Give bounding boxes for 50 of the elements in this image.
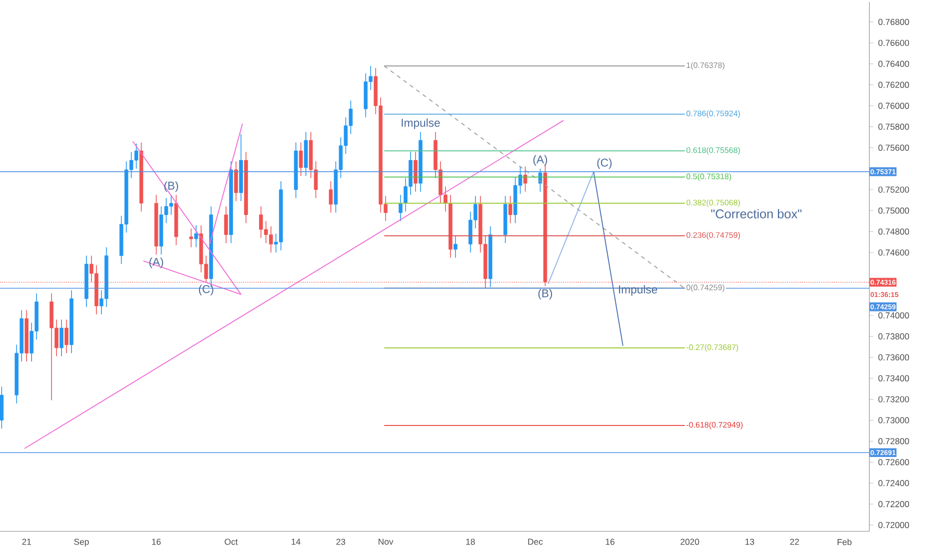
y-tick-label: 0.75200: [878, 186, 910, 193]
y-tick-label: 0.73400: [878, 375, 910, 382]
y-tick-label: 0.73600: [878, 354, 910, 360]
series-label: -0.27(0.73687): [686, 344, 738, 352]
x-tick-label: 16: [606, 538, 614, 545]
x-tick-label: 14: [292, 538, 300, 545]
x-tick-label: 21: [22, 538, 31, 545]
x-tick-label: 18: [466, 538, 475, 545]
y-tick-label: 0.74600: [878, 249, 910, 256]
y-tick-label: 0.73000: [878, 417, 910, 424]
x-tick-label: Nov: [378, 538, 394, 545]
x-tick-label: 16: [152, 538, 161, 545]
x-tick-label: Oct: [224, 538, 238, 545]
series-label: -0.618(0.72949): [686, 422, 743, 430]
x-tick-label: Dec: [528, 538, 543, 545]
annotation: (C): [597, 158, 612, 169]
y-tick-label: 0.76800: [878, 18, 910, 25]
y-tick-label: 0.72400: [878, 480, 910, 486]
y-tick-label: 0.73200: [878, 396, 910, 402]
y-tick-label: 0.74000: [878, 312, 910, 318]
series-label: 0.618(0.75568): [686, 147, 740, 155]
x-tick-label: 2020: [680, 538, 700, 545]
series-label: 0.5(0.75318): [686, 173, 732, 181]
annotation: (A): [533, 155, 548, 166]
y-tick-label: 0.72800: [878, 438, 910, 444]
y-tick-label: 0.76200: [878, 82, 910, 88]
series-label: 0.382(0.75068): [686, 200, 740, 207]
series-label: 0.236(0.74759): [686, 232, 740, 240]
x-tick-label: Feb: [838, 538, 852, 546]
x-tick-label: 22: [790, 538, 799, 545]
y-tick-label: 0.74800: [878, 228, 910, 235]
y-tick-label: 0.76600: [878, 40, 910, 46]
annotation: (B): [538, 288, 552, 300]
series-label: 0.786(0.75924): [686, 110, 740, 118]
annotation: Impulse: [402, 118, 440, 130]
y-tick-label: 0.75600: [878, 144, 910, 151]
y-tick-label: 0.75800: [878, 124, 910, 130]
x-tick-label: Sep: [74, 538, 89, 547]
y-tick-label: 0.72200: [878, 501, 910, 508]
y-tick-label: 0.73800: [878, 333, 910, 340]
y-tick-label: 0.72600: [878, 459, 910, 466]
annotation: "Correction box": [711, 209, 802, 218]
series-label: 1(0.76378): [686, 62, 724, 70]
y-tick-label: 0.76000: [878, 102, 910, 109]
x-tick-label: 23: [336, 538, 346, 545]
y-tick-label: 0.72000: [878, 522, 910, 528]
series-label: 0(0.74259): [686, 284, 724, 292]
y-tick-label: 0.75000: [878, 208, 910, 214]
x-tick-label: 13: [746, 538, 754, 545]
y-tick-label: 0.76400: [878, 60, 910, 67]
